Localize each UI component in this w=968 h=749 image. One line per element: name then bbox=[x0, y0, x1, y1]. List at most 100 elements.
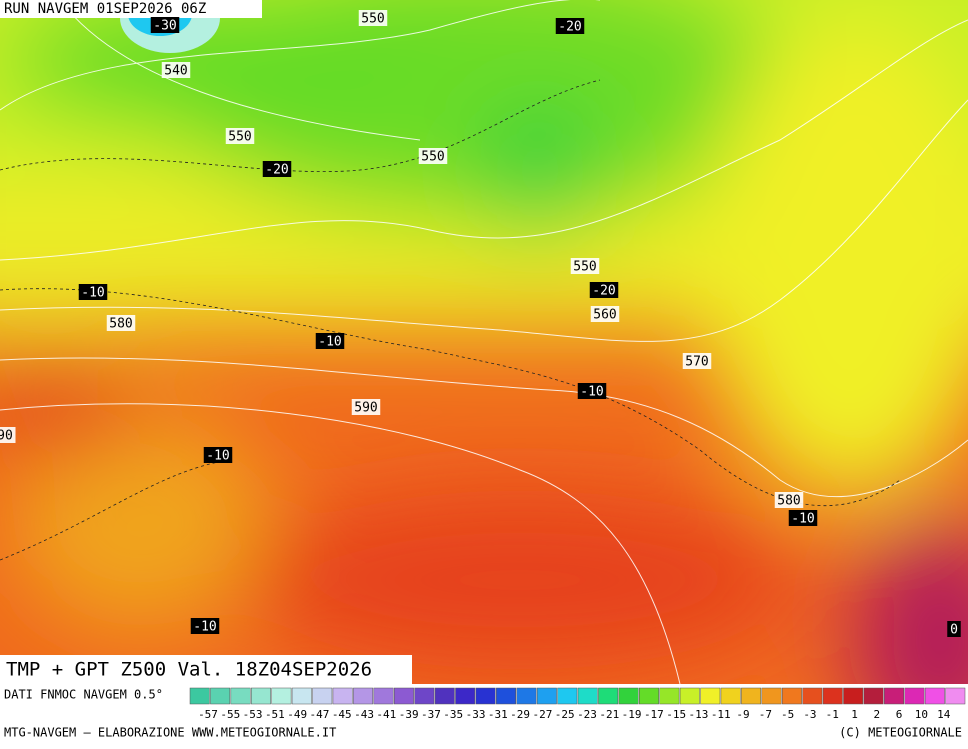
isohypse-label: 570 bbox=[685, 355, 708, 370]
legend-label: 10 bbox=[915, 708, 928, 721]
legend-label: -7 bbox=[759, 708, 772, 721]
isohypse-label-box bbox=[225, 128, 255, 144]
isotherm-label-box bbox=[190, 618, 220, 634]
footer-right: (C) METEOGIORNALE bbox=[839, 726, 962, 740]
legend-label: -21 bbox=[599, 708, 619, 721]
legend-label: -5 bbox=[781, 708, 794, 721]
legend-swatch bbox=[598, 687, 619, 705]
isohypse-label-box bbox=[0, 427, 16, 443]
isotherm-label-box bbox=[589, 282, 619, 298]
legend-label: 2 bbox=[874, 708, 881, 721]
legend-swatch bbox=[373, 687, 394, 705]
legend-label: -31 bbox=[488, 708, 508, 721]
caption-box bbox=[0, 655, 412, 684]
legend-swatch bbox=[496, 687, 516, 705]
isohypse-label-box bbox=[570, 258, 600, 274]
isotherm-label: -10 bbox=[580, 385, 603, 400]
legend-label: -3 bbox=[803, 708, 816, 721]
legend-swatch bbox=[312, 687, 333, 705]
isohypse-label: 550 bbox=[421, 150, 444, 165]
legend-swatch bbox=[536, 687, 557, 705]
isohypse-label-box bbox=[590, 306, 620, 322]
legend-swatch bbox=[475, 687, 496, 705]
legend-label: -51 bbox=[265, 708, 285, 721]
isotherm-label: -10 bbox=[206, 449, 229, 464]
legend-label: -55 bbox=[220, 708, 240, 721]
legend-swatch bbox=[516, 687, 537, 705]
isohypse-label: 580 bbox=[777, 494, 800, 509]
isohypse-label-box bbox=[418, 148, 448, 164]
legend-swatch bbox=[761, 687, 782, 705]
legend-label: -41 bbox=[376, 708, 396, 721]
isohypse-label: 580 bbox=[109, 317, 132, 332]
legend-label: -47 bbox=[310, 708, 330, 721]
legend-swatch bbox=[924, 687, 945, 705]
legend-label: -33 bbox=[466, 708, 486, 721]
isotherm-label-box bbox=[555, 18, 585, 34]
isotherm-label: -20 bbox=[265, 163, 288, 178]
legend-label: -43 bbox=[354, 708, 374, 721]
isotherm-label-box bbox=[947, 621, 961, 637]
isotherm-label-box bbox=[262, 161, 292, 177]
legend-label: -49 bbox=[287, 708, 307, 721]
isotherm-label: -10 bbox=[318, 335, 341, 350]
legend-swatch bbox=[802, 687, 823, 705]
isotherm-label: -20 bbox=[592, 284, 615, 299]
isotherm-label-box bbox=[315, 333, 345, 349]
legend-swatch bbox=[189, 687, 210, 705]
isotherm-label: -10 bbox=[193, 620, 216, 635]
isotherm-label-box bbox=[577, 383, 607, 399]
isohypse-label-box bbox=[161, 62, 191, 78]
legend-label: -57 bbox=[198, 708, 218, 721]
isotherm-label-box bbox=[203, 447, 233, 463]
legend-label: -37 bbox=[421, 708, 441, 721]
legend-swatch bbox=[679, 687, 700, 705]
legend-source: DATI FNMOC NAVGEM 0.5° bbox=[4, 688, 163, 702]
footer-left: MTG-NAVGEM – ELABORAZIONE WWW.METEOGIORN… bbox=[4, 726, 336, 740]
legend-label: -53 bbox=[243, 708, 263, 721]
isotherm-label-box bbox=[788, 510, 818, 526]
isohypse-label-box bbox=[682, 353, 712, 369]
legend-swatch bbox=[414, 687, 435, 705]
legend-swatch bbox=[332, 687, 353, 705]
legend-label: -13 bbox=[689, 708, 709, 721]
isotherm-label-box bbox=[78, 284, 108, 300]
isohypse-label-box bbox=[358, 10, 388, 26]
legend-label: -45 bbox=[332, 708, 352, 721]
isohypse-label: 90 bbox=[0, 429, 13, 444]
isohypse-label: 560 bbox=[593, 308, 616, 323]
isotherm-label: 0 bbox=[950, 623, 958, 638]
isotherm-label: -10 bbox=[81, 286, 104, 301]
legend-swatch bbox=[353, 687, 374, 705]
legend-label: -39 bbox=[399, 708, 419, 721]
isohypse-label-box bbox=[774, 492, 804, 508]
legend-label: -23 bbox=[577, 708, 597, 721]
legend-label: -35 bbox=[443, 708, 463, 721]
legend-swatch bbox=[618, 687, 639, 705]
legend-label: 1 bbox=[851, 708, 858, 721]
legend-swatch bbox=[291, 687, 312, 705]
isotherm-label-box bbox=[150, 17, 180, 33]
legend-label: -17 bbox=[644, 708, 664, 721]
isohypse-label: 550 bbox=[573, 260, 596, 275]
legend-swatch bbox=[230, 687, 251, 705]
legend-swatch bbox=[251, 687, 271, 705]
legend-label: -19 bbox=[622, 708, 642, 721]
isotherm-label: -20 bbox=[558, 20, 581, 35]
isohypse-label: 590 bbox=[354, 401, 377, 416]
legend-label: -25 bbox=[555, 708, 575, 721]
legend-label: -1 bbox=[826, 708, 839, 721]
legend-label: -27 bbox=[532, 708, 552, 721]
legend-label: -15 bbox=[666, 708, 686, 721]
run-title: RUN NAVGEM 01SEP2026 06Z bbox=[4, 1, 206, 17]
run-box bbox=[0, 0, 262, 18]
isohypse-label-box bbox=[351, 399, 381, 415]
legend-swatch bbox=[639, 687, 659, 705]
legend-swatch bbox=[781, 687, 802, 705]
isotherm-label: -10 bbox=[791, 512, 814, 527]
legend-swatch bbox=[720, 687, 741, 705]
isohypse-label: 550 bbox=[228, 130, 251, 145]
legend-swatch bbox=[863, 687, 884, 705]
